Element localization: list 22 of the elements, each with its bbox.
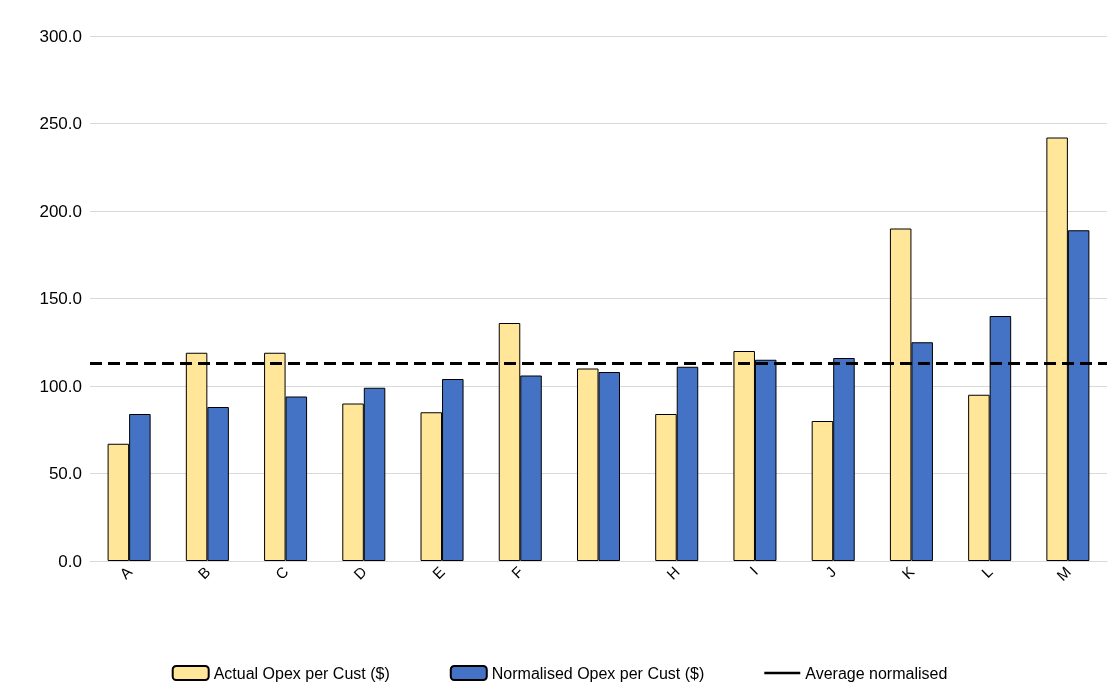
y-tick-label: 150.0 [39, 289, 82, 308]
x-tick-label: J [821, 562, 840, 581]
x-tick-label: M [1053, 562, 1074, 584]
x-tick-label: L [977, 562, 996, 581]
y-tick-label: 250.0 [39, 114, 82, 133]
x-tick-label: E [428, 562, 449, 583]
x-tick-label: D [350, 562, 370, 583]
x-tick-label: K [898, 562, 918, 583]
legend-label: Average normalised [805, 664, 948, 682]
x-tick-label: H [663, 562, 683, 583]
y-tick-label: 300.0 [39, 26, 82, 46]
y-tick-label: 0.0 [58, 551, 82, 571]
legend-label: Actual Opex per Cust ($) [213, 664, 390, 682]
x-tick-label: F [507, 562, 527, 582]
y-tick-label: 200.0 [39, 201, 82, 221]
y-tick-label: 50.0 [48, 464, 82, 483]
y-tick-label: 100.0 [39, 376, 82, 396]
x-tick-label: B [194, 562, 214, 583]
x-tick-label: C [271, 562, 292, 583]
x-tick-label: A [116, 562, 136, 583]
x-tick-label: I [746, 562, 761, 578]
legend-label: Normalised Opex per Cust ($) [491, 664, 705, 682]
